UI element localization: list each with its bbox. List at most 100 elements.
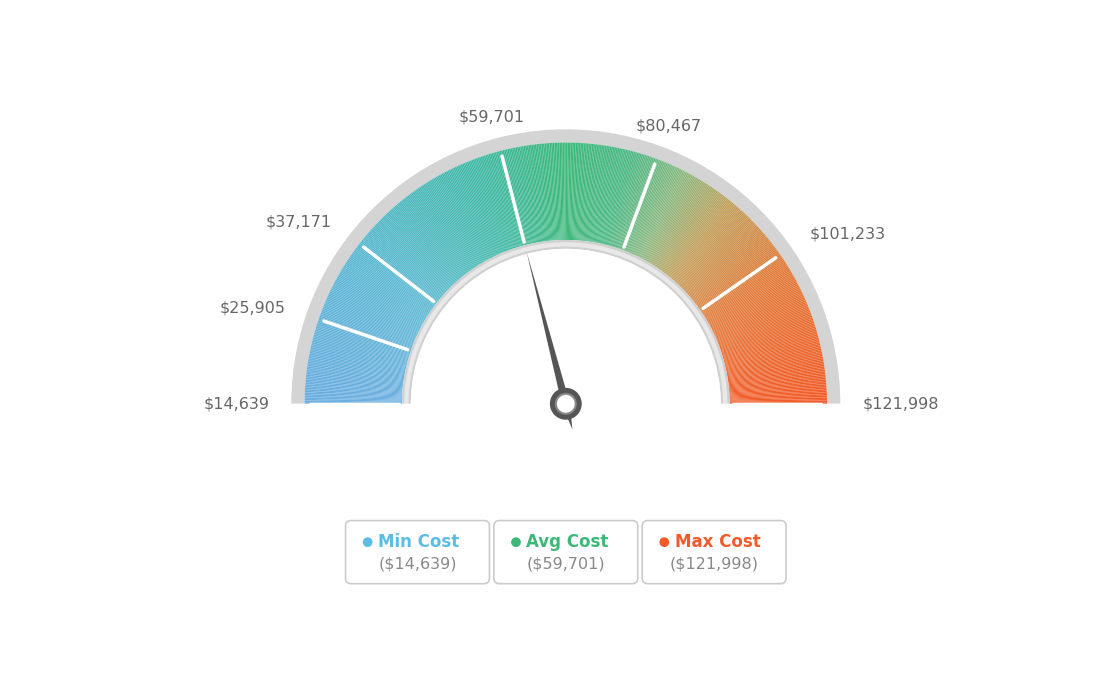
- Wedge shape: [347, 259, 429, 314]
- Wedge shape: [317, 322, 411, 353]
- Wedge shape: [523, 146, 540, 242]
- Wedge shape: [305, 393, 402, 397]
- Text: $14,639: $14,639: [203, 396, 269, 411]
- Wedge shape: [689, 233, 764, 297]
- Wedge shape: [724, 340, 819, 365]
- Wedge shape: [305, 402, 402, 404]
- Wedge shape: [586, 145, 601, 242]
- Wedge shape: [646, 176, 694, 262]
- Wedge shape: [484, 155, 516, 248]
- Wedge shape: [329, 293, 417, 335]
- Wedge shape: [459, 165, 500, 255]
- Wedge shape: [307, 364, 404, 380]
- Wedge shape: [385, 213, 454, 285]
- Wedge shape: [305, 395, 402, 400]
- Wedge shape: [726, 357, 822, 375]
- Wedge shape: [675, 209, 741, 282]
- Wedge shape: [329, 291, 418, 334]
- Wedge shape: [601, 148, 623, 244]
- Wedge shape: [729, 377, 826, 388]
- Wedge shape: [718, 306, 808, 344]
- Wedge shape: [566, 143, 569, 240]
- Wedge shape: [543, 144, 552, 241]
- Wedge shape: [537, 144, 549, 241]
- Wedge shape: [310, 348, 405, 370]
- Wedge shape: [389, 211, 455, 284]
- Wedge shape: [722, 328, 816, 357]
- Wedge shape: [341, 269, 425, 320]
- Circle shape: [511, 538, 521, 547]
- Wedge shape: [309, 353, 405, 373]
- Wedge shape: [415, 190, 473, 270]
- Wedge shape: [471, 159, 508, 251]
- Wedge shape: [580, 144, 588, 241]
- Wedge shape: [404, 197, 466, 275]
- Wedge shape: [437, 176, 486, 262]
- Wedge shape: [719, 313, 811, 347]
- Wedge shape: [572, 143, 577, 240]
- Text: ($14,639): ($14,639): [379, 557, 457, 572]
- Wedge shape: [652, 182, 705, 266]
- Wedge shape: [510, 148, 532, 244]
- Wedge shape: [629, 163, 668, 253]
- Wedge shape: [310, 350, 405, 371]
- Wedge shape: [602, 149, 625, 244]
- Polygon shape: [527, 252, 573, 429]
- Wedge shape: [321, 309, 413, 346]
- Wedge shape: [730, 399, 827, 402]
- Wedge shape: [359, 244, 436, 304]
- Wedge shape: [530, 145, 544, 242]
- Wedge shape: [447, 170, 492, 258]
- Wedge shape: [665, 195, 724, 274]
- Wedge shape: [528, 145, 543, 242]
- Wedge shape: [391, 209, 457, 282]
- Wedge shape: [728, 364, 825, 380]
- Wedge shape: [697, 246, 775, 306]
- Wedge shape: [456, 166, 498, 255]
- Wedge shape: [656, 186, 711, 268]
- Wedge shape: [686, 226, 758, 293]
- Wedge shape: [312, 337, 407, 363]
- Wedge shape: [730, 402, 827, 404]
- Wedge shape: [565, 143, 567, 240]
- Wedge shape: [724, 334, 818, 361]
- Wedge shape: [446, 171, 491, 258]
- Wedge shape: [724, 337, 819, 363]
- Wedge shape: [631, 165, 672, 255]
- Wedge shape: [402, 240, 730, 404]
- Wedge shape: [713, 290, 802, 333]
- Wedge shape: [506, 149, 529, 244]
- Wedge shape: [712, 285, 799, 331]
- Wedge shape: [327, 297, 416, 338]
- Wedge shape: [709, 275, 794, 324]
- Wedge shape: [426, 182, 479, 266]
- Wedge shape: [468, 161, 506, 252]
- Wedge shape: [438, 175, 487, 261]
- Wedge shape: [699, 250, 778, 308]
- Wedge shape: [662, 193, 722, 273]
- Wedge shape: [311, 344, 406, 367]
- Wedge shape: [723, 333, 818, 360]
- Wedge shape: [598, 148, 619, 244]
- Wedge shape: [725, 345, 820, 368]
- Wedge shape: [546, 144, 554, 240]
- Wedge shape: [403, 199, 465, 275]
- Wedge shape: [704, 264, 787, 317]
- Wedge shape: [330, 290, 418, 333]
- Wedge shape: [644, 174, 691, 260]
- Wedge shape: [704, 265, 788, 318]
- Wedge shape: [679, 215, 747, 286]
- Wedge shape: [715, 299, 806, 339]
- Wedge shape: [707, 269, 790, 320]
- Wedge shape: [625, 160, 662, 251]
- Wedge shape: [619, 157, 652, 249]
- Wedge shape: [581, 144, 592, 241]
- Wedge shape: [681, 218, 751, 288]
- Wedge shape: [365, 235, 440, 299]
- Wedge shape: [346, 262, 428, 316]
- Wedge shape: [651, 181, 703, 264]
- Wedge shape: [711, 284, 798, 329]
- Wedge shape: [647, 177, 698, 262]
- Wedge shape: [427, 181, 480, 265]
- Wedge shape: [648, 178, 699, 263]
